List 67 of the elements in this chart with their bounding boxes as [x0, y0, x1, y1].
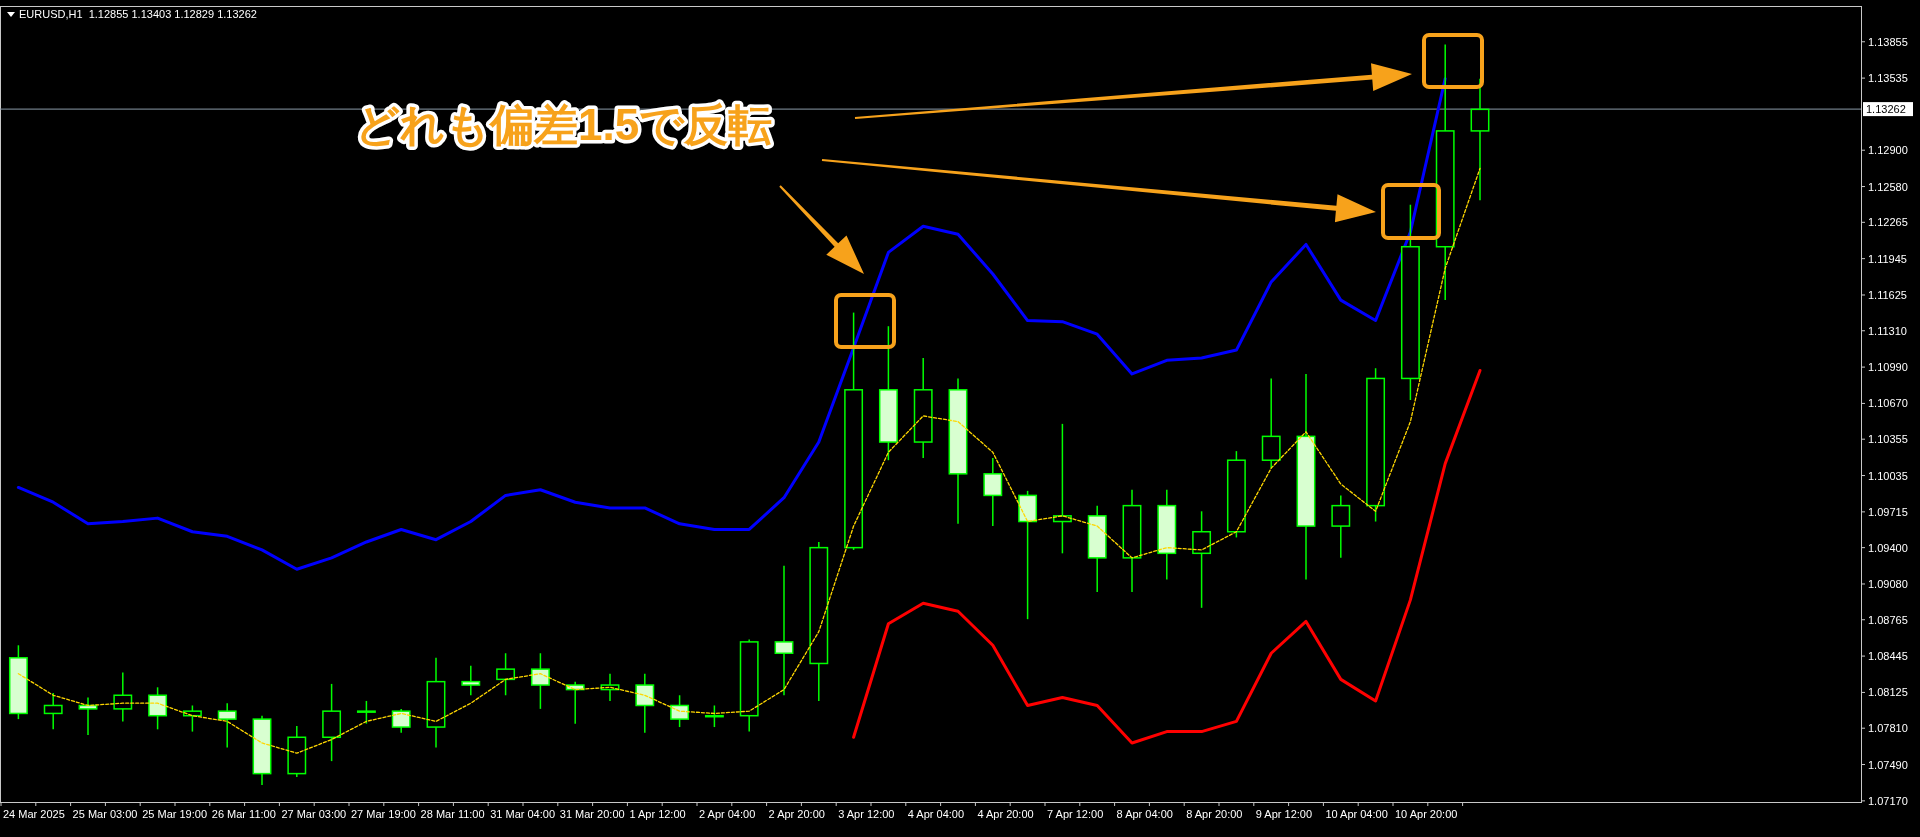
x-tick-label: 27 Mar 19:00: [351, 808, 416, 820]
candlestick: [356, 700, 376, 725]
candlestick: [1331, 494, 1351, 559]
candlestick: [496, 652, 516, 697]
y-tick-label: 1.08445: [1868, 650, 1908, 663]
candlestick: [113, 671, 133, 723]
candlestick: [43, 692, 63, 731]
candlestick: [148, 686, 168, 731]
x-tick-label: 1 Apr 12:00: [629, 808, 686, 820]
x-tick-label: 24 Mar 2025: [3, 808, 65, 820]
line-series: [852, 369, 1482, 745]
y-tick-label: 1.11945: [1868, 252, 1907, 265]
y-tick-label: 1.10990: [1868, 361, 1908, 374]
annotation: どれも偏差1.5で反転: [355, 100, 773, 149]
y-tick-label: 1.12265: [1868, 216, 1908, 229]
candlestick: [391, 708, 411, 734]
candlestick: [217, 702, 237, 749]
x-tick-label: 9 Apr 12:00: [1255, 808, 1313, 820]
x-tick-label: 26 Mar 11:00: [211, 808, 276, 820]
y-tick-label: 1.11625: [1868, 288, 1907, 301]
y-tick-label: 1.11310: [1868, 324, 1907, 337]
x-tick-label: 10 Apr 20:00: [1395, 808, 1458, 820]
line-series: [16, 77, 1447, 571]
y-tick-label: 1.07490: [1868, 758, 1908, 771]
y-tick-label: 1.08125: [1868, 686, 1908, 699]
ref-line-label: 1.13262: [1866, 103, 1906, 116]
y-tick-label: 1.12580: [1868, 180, 1908, 193]
x-tick-label: 10 Apr 04:00: [1325, 808, 1388, 820]
y-tick-label: 1.13535: [1868, 72, 1908, 85]
y-tick-label: 1.07810: [1868, 722, 1908, 735]
x-tick-label: 7 Apr 12:00: [1047, 808, 1104, 820]
x-tick-label: 2 Apr 04:00: [699, 808, 756, 820]
x-tick-label: 3 Apr 12:00: [838, 808, 895, 820]
x-tick-label: 28 Mar 11:00: [420, 808, 485, 820]
candlestick: [1192, 510, 1212, 609]
candlestick: [530, 652, 550, 710]
x-tick-label: 8 Apr 04:00: [1116, 808, 1173, 820]
y-tick-label: 1.10035: [1868, 469, 1908, 482]
x-tick-label: 4 Apr 20:00: [977, 808, 1034, 820]
y-tick-label: 1.12900: [1868, 144, 1908, 157]
x-tick-label: 25 Mar 03:00: [72, 808, 138, 820]
y-tick-label: 1.09400: [1868, 541, 1908, 554]
x-tick-label: 27 Mar 03:00: [281, 808, 347, 820]
y-tick-label: 1.08765: [1868, 613, 1908, 626]
x-tick-label: 2 Apr 20:00: [768, 808, 825, 820]
candlestick: [670, 694, 690, 728]
candlestick: [774, 565, 794, 697]
line-series: [17, 167, 1481, 754]
chart-title: EURUSD,H1 1.12855 1.13403 1.12829 1.13262: [19, 8, 257, 20]
y-tick-label: 1.13855: [1868, 35, 1908, 48]
x-tick-label: 8 Apr 20:00: [1186, 808, 1243, 820]
x-tick-label: 31 Mar 20:00: [559, 808, 625, 820]
candlestick: [983, 457, 1003, 527]
candlestick: [78, 696, 98, 736]
x-tick-label: 31 Mar 04:00: [490, 808, 556, 820]
candlestick: [1261, 377, 1281, 469]
y-tick-label: 1.07170: [1868, 794, 1908, 807]
candlestick: [182, 704, 202, 733]
candlestick: [1470, 77, 1490, 201]
y-tick-label: 1.09080: [1868, 577, 1908, 590]
candlestick: [635, 672, 655, 734]
x-tick-label: 4 Apr 04:00: [907, 808, 965, 820]
y-tick-label: 1.09715: [1868, 505, 1908, 518]
candlestick: [461, 664, 481, 697]
y-tick-label: 1.10355: [1868, 433, 1908, 446]
x-tick-label: 25 Mar 19:00: [142, 808, 208, 820]
y-tick-label: 1.10670: [1868, 397, 1908, 410]
